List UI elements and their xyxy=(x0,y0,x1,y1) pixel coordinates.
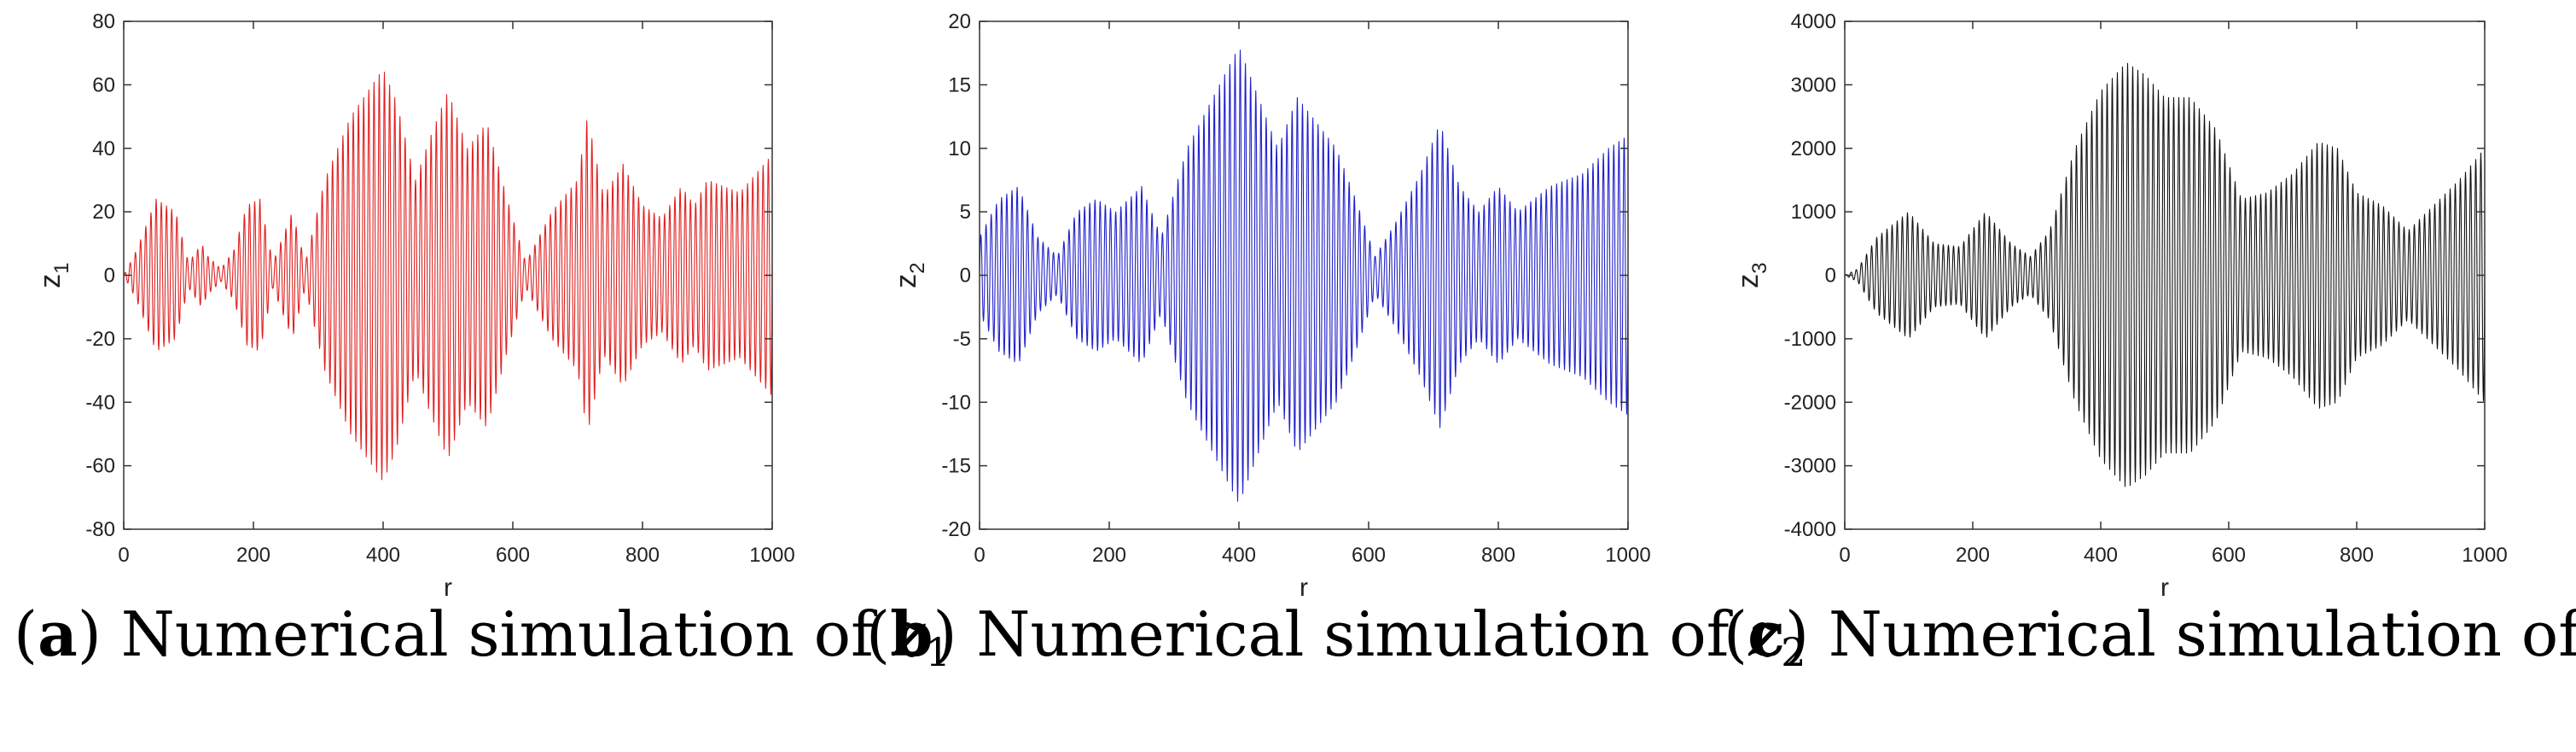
subplot-1: 0 200 400 600 800 1000 -20 -15 -10 -5 0 5 10 15 20 r z2 xyxy=(890,10,1651,598)
y-tick-label: 40 xyxy=(92,137,115,160)
y-tick-label: -5 xyxy=(953,328,971,351)
y-tick-label: -10 xyxy=(941,391,971,414)
y-tick-label: 20 xyxy=(948,10,971,33)
x-tick-label: 1000 xyxy=(1605,544,1650,567)
x-tick-label: 200 xyxy=(1956,544,1990,567)
caption-a-text: Numerical simulation of xyxy=(120,598,893,670)
y-axis-label: z2 xyxy=(890,262,929,288)
y-tick-label: 0 xyxy=(1825,265,1836,288)
caption-c: (c) Numerical simulation of z3 xyxy=(1724,598,2576,675)
caption-c-letter: c xyxy=(1747,598,1785,670)
series-line-2 xyxy=(1844,62,2486,487)
subplot-0: 0 200 400 600 800 1000 -80 -60 -40 -20 0 20 40 60 80 r z… xyxy=(34,10,795,598)
caption-a-letter: a xyxy=(38,598,78,670)
caption-b-letter: b xyxy=(890,598,933,670)
y-tick-label: -3000 xyxy=(1784,455,1836,478)
caption-a: (a) Numerical simulation of z1 xyxy=(14,598,951,675)
series-line-1 xyxy=(979,50,1629,502)
y-tick-label: -60 xyxy=(85,455,115,478)
y-tick-label: 60 xyxy=(92,73,115,96)
y-tick-label: 2000 xyxy=(1791,137,1836,160)
y-tick-label: -2000 xyxy=(1784,391,1836,414)
caption-a-var: z xyxy=(893,598,926,670)
y-axis-label: z1 xyxy=(34,262,73,288)
caption-c-text: Numerical simulation of xyxy=(1828,598,2576,670)
y-tick-label: 5 xyxy=(960,201,971,224)
y-tick-label: -80 xyxy=(85,518,115,541)
caption-a-sub: 1 xyxy=(925,629,951,675)
y-tick-label: 0 xyxy=(104,265,115,288)
x-tick-label: 0 xyxy=(118,544,129,567)
captions: (a) Numerical simulation of z1 (b) Numer… xyxy=(0,598,2576,700)
y-tick-label: 80 xyxy=(92,10,115,33)
y-tick-label: -1000 xyxy=(1784,328,1836,351)
x-tick-label: 600 xyxy=(496,544,530,567)
y-tick-label: -20 xyxy=(85,328,115,351)
x-tick-label: 400 xyxy=(2084,544,2118,567)
caption-b: (b) Numerical simulation of z2 xyxy=(866,598,1806,675)
y-tick-label: 10 xyxy=(948,137,971,160)
x-tick-label: 800 xyxy=(1481,544,1515,567)
y-tick-label: 15 xyxy=(948,73,971,96)
y-tick-label: -40 xyxy=(85,391,115,414)
caption-b-var: z xyxy=(1748,598,1782,670)
x-tick-label: 0 xyxy=(974,544,985,567)
y-axis-label: z3 xyxy=(1732,262,1771,288)
x-tick-label: 800 xyxy=(625,544,660,567)
x-tick-label: 1000 xyxy=(749,544,794,567)
x-axis-label: r xyxy=(1300,574,1308,598)
x-tick-label: 400 xyxy=(366,544,400,567)
y-tick-label: -15 xyxy=(941,455,971,478)
x-axis-label: r xyxy=(444,574,452,598)
y-tick-label: -4000 xyxy=(1784,518,1836,541)
caption-b-text: Numerical simulation of xyxy=(976,598,1749,670)
x-tick-label: 600 xyxy=(2212,544,2246,567)
y-tick-label: 0 xyxy=(960,265,971,288)
x-tick-label: 200 xyxy=(236,544,270,567)
y-tick-label: 4000 xyxy=(1791,10,1836,33)
x-tick-label: 600 xyxy=(1352,544,1386,567)
series-line-0 xyxy=(123,71,773,481)
figure-canvas: 0 200 400 600 800 1000-80-60-40-20020406080rz… xyxy=(34,10,2508,598)
y-tick-label: 20 xyxy=(92,201,115,224)
x-tick-label: 800 xyxy=(2340,544,2374,567)
caption-b-sub: 2 xyxy=(1781,629,1806,675)
x-tick-label: 200 xyxy=(1092,544,1126,567)
y-tick-label: -20 xyxy=(941,518,971,541)
x-axis-label: r xyxy=(2160,574,2169,598)
x-tick-label: 1000 xyxy=(2462,544,2507,567)
x-tick-label: 0 xyxy=(1839,544,1850,567)
subplot-2: 0 200 400 600 800 1000 -4000 -3000 -2000 -1000 0 10… xyxy=(1732,10,2508,598)
y-tick-label: 1000 xyxy=(1791,201,1836,224)
x-tick-label: 400 xyxy=(1222,544,1256,567)
y-tick-label: 3000 xyxy=(1791,73,1836,96)
